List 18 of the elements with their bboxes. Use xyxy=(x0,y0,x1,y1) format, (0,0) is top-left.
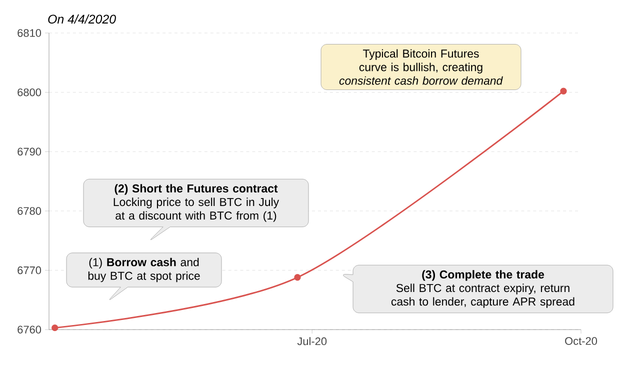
annotation: Sell BTC at contract expiry, return cash to lender, capture APR spread xyxy=(391,284,574,308)
annotation: (1) Borrow cash and buy BTC at spot price xyxy=(88,258,200,282)
annotation: (3) Complete the trade xyxy=(422,270,544,281)
y-tick-label: 6780 xyxy=(18,207,42,215)
annotation: (2) Short the Futures contract xyxy=(114,184,278,195)
y-tick-label: 6810 xyxy=(18,29,42,37)
y-tick-label: 6760 xyxy=(18,326,42,334)
x-tick-label: Jul-20 xyxy=(297,337,327,346)
point xyxy=(294,274,301,281)
annotation: Locking price to sell BTC in July at a discount with BTC from (1) xyxy=(114,198,280,222)
point xyxy=(560,88,567,94)
annotation: Typical Bitcoin Futures curve is bullish, creating consistent cash borrow demand xyxy=(339,49,503,85)
y-tick-label: 6800 xyxy=(18,88,42,96)
y-tick-label: 6770 xyxy=(18,266,42,274)
chart-title: On 4/4/2020 xyxy=(48,14,116,24)
x-tick-label: Oct-20 xyxy=(565,337,598,345)
point xyxy=(52,324,58,332)
y-tick-label: 6790 xyxy=(18,148,42,156)
